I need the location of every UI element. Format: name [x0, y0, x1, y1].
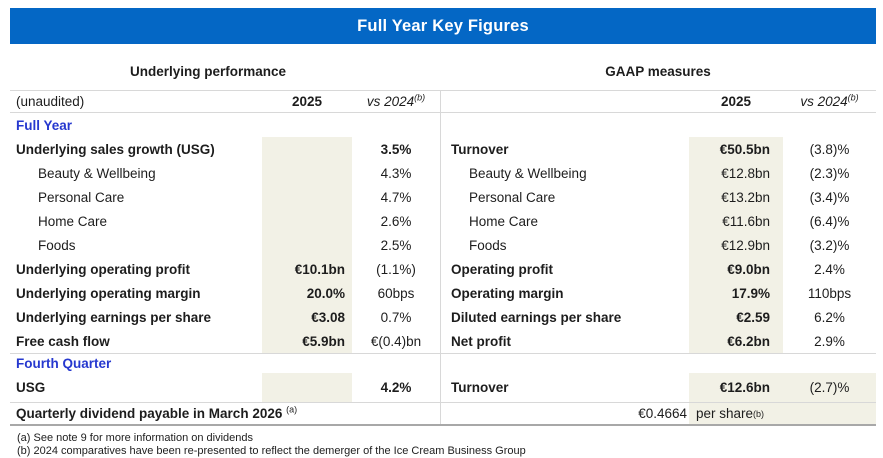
value-2025: 17.9% [689, 281, 783, 305]
value-vs-2024: (1.1%) [376, 261, 416, 277]
value-vs-2024: 4.3% [380, 165, 412, 181]
row-label: Underlying operating profit [16, 261, 190, 277]
table-row-operating-profit: Underlying operating profit €10.1bn (1.1… [10, 257, 876, 281]
row-label: Underlying sales growth (USG) [16, 141, 215, 157]
table-row-home-care: Home Care 2.6% Home Care €11.6bn (6.4)% [10, 209, 876, 233]
value-2025: €11.6bn [689, 209, 783, 233]
key-figures-table: Underlying performance GAAP measures (un… [10, 44, 876, 458]
col-header-vs2024-right: vs 2024(b) [800, 92, 859, 109]
row-label: Foods [469, 237, 507, 253]
value-2025: €5.9bn [262, 329, 352, 353]
value-2025: €9.0bn [689, 257, 783, 281]
value-vs-2024: 2.6% [380, 213, 412, 229]
row-label: Net profit [451, 333, 511, 349]
value-vs-2024: 4.2% [380, 380, 412, 395]
value-2025: €12.6bn [689, 373, 783, 402]
value-vs-2024: 110bps [807, 285, 852, 301]
value-2025: 20.0% [262, 281, 352, 305]
dividend-per-share: per share (b) [689, 403, 876, 424]
footnote-b: (b) 2024 comparatives have been re-prese… [17, 445, 526, 457]
row-label: Diluted earnings per share [451, 309, 622, 325]
value-2025 [262, 233, 352, 257]
value-vs-2024: 3.5% [380, 141, 412, 157]
dividend-label: Quarterly dividend payable in March 2026… [16, 404, 298, 421]
value-2025 [262, 209, 352, 233]
table-row-q4-usg-turnover: USG 4.2% Turnover €12.6bn (2.7)% [10, 373, 876, 402]
page-title: Full Year Key Figures [357, 16, 529, 35]
footnote-a: (a) See note 9 for more information on d… [17, 432, 254, 444]
row-label: Home Care [38, 213, 108, 229]
dividend-amount: €0.4664 [638, 406, 687, 421]
row-label: Underlying earnings per share [16, 309, 212, 325]
value-vs-2024: (2.7)% [783, 373, 876, 402]
table-row-usg-turnover: Underlying sales growth (USG) 3.5% Turno… [10, 137, 876, 161]
value-vs-2024: 2.4% [814, 261, 845, 277]
section-header-full-year: Full Year [16, 117, 73, 133]
value-2025: €10.1bn [262, 257, 352, 281]
value-vs-2024: 0.7% [380, 309, 412, 325]
value-2025: €6.2bn [689, 329, 783, 353]
value-2025 [262, 161, 352, 185]
value-vs-2024: (6.4)% [809, 213, 850, 229]
row-label: Home Care [469, 213, 539, 229]
row-label: Operating margin [451, 285, 564, 301]
table-row-foods: Foods 2.5% Foods €12.9bn (3.2)% [10, 233, 876, 257]
value-vs-2024: (3.8)% [809, 141, 850, 157]
row-label: Beauty & Wellbeing [38, 165, 156, 181]
unaudited-label: (unaudited) [16, 94, 85, 109]
value-2025: €13.2bn [689, 185, 783, 209]
col-header-2025-left: 2025 [291, 94, 323, 109]
col-header-vs2024-left: vs 2024(b) [366, 92, 426, 109]
table-row-earnings-per-share: Underlying earnings per share €3.08 0.7%… [10, 305, 876, 329]
group-header-gaap-measures: GAAP measures [605, 63, 711, 79]
col-header-2025-right: 2025 [720, 94, 752, 109]
table-row-free-cash-flow-net-profit: Free cash flow €5.9bn €(0.4)bn Net profi… [10, 329, 876, 353]
group-header-underlying-performance: Underlying performance [129, 63, 287, 79]
footnotes: (a) See note 9 for more information on d… [10, 432, 876, 458]
table-row-operating-margin: Underlying operating margin 20.0% 60bps … [10, 281, 876, 305]
table-row-personal-care: Personal Care 4.7% Personal Care €13.2bn… [10, 185, 876, 209]
group-header-row: Underlying performance GAAP measures [10, 60, 876, 82]
value-2025 [262, 373, 352, 402]
value-2025: €2.59 [689, 305, 783, 329]
value-2025: €3.08 [262, 305, 352, 329]
value-vs-2024: 6.2% [814, 309, 845, 325]
section-header-fourth-quarter: Fourth Quarter [10, 353, 876, 373]
value-vs-2024: 2.5% [380, 237, 412, 253]
value-vs-2024: 2.9% [814, 333, 845, 349]
column-header-row: (unaudited) 2025 vs 2024(b) 2025 vs 2024… [10, 90, 876, 113]
value-vs-2024: 4.7% [380, 189, 412, 205]
row-label: Free cash flow [16, 333, 110, 349]
value-vs-2024: (3.4)% [809, 189, 850, 205]
value-2025: €12.8bn [689, 161, 783, 185]
value-vs-2024: €(0.4)bn [370, 333, 422, 349]
table-row-dividend: Quarterly dividend payable in March 2026… [10, 402, 876, 426]
value-vs-2024: (2.3)% [809, 165, 850, 181]
row-label: Personal Care [38, 189, 125, 205]
title-bar: Full Year Key Figures [10, 8, 876, 44]
value-vs-2024: (3.2)% [809, 237, 850, 253]
row-label: Underlying operating margin [16, 285, 201, 301]
row-label: Turnover [451, 141, 509, 157]
row-label: Foods [38, 237, 76, 253]
column-group-divider [440, 90, 441, 426]
row-label: Turnover [451, 380, 509, 395]
table-row-beauty-wellbeing: Beauty & Wellbeing 4.3% Beauty & Wellbei… [10, 161, 876, 185]
value-2025 [262, 137, 352, 161]
row-label: Personal Care [469, 189, 556, 205]
value-2025: €12.9bn [689, 233, 783, 257]
value-2025 [262, 185, 352, 209]
row-label: Operating profit [451, 261, 553, 277]
row-label: Beauty & Wellbeing [469, 165, 587, 181]
value-vs-2024: 60bps [377, 285, 415, 301]
row-label: USG [16, 380, 46, 395]
value-2025: €50.5bn [689, 137, 783, 161]
